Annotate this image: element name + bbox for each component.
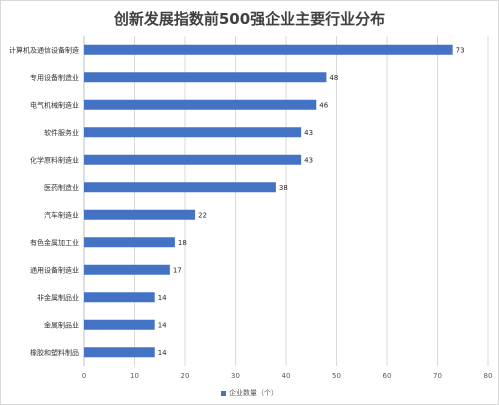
x-tick-label: 0	[82, 372, 86, 380]
data-label: 18	[178, 239, 187, 247]
bar	[84, 319, 155, 330]
data-label: 38	[279, 184, 288, 192]
bar	[84, 347, 155, 358]
bar	[84, 44, 453, 55]
bar	[84, 154, 302, 165]
category-label: 橡胶和塑料制品	[30, 348, 79, 357]
category-label: 电气机械制造业	[30, 100, 79, 109]
x-tick-label: 60	[383, 372, 392, 380]
data-label: 14	[158, 321, 167, 329]
legend-label: 企业数量（个）	[229, 389, 278, 397]
category-label: 专用设备制造业	[30, 73, 79, 82]
legend: 企业数量（个）	[0, 388, 499, 398]
category-label: 化学原料制造业	[30, 155, 79, 164]
category-label: 有色金属加工业	[30, 238, 79, 247]
bar	[84, 292, 155, 303]
bar	[84, 209, 196, 220]
data-label: 22	[198, 211, 207, 219]
x-tick-label: 20	[181, 372, 190, 380]
data-label: 17	[173, 266, 182, 274]
data-label: 48	[329, 74, 338, 82]
x-tick-label: 80	[484, 372, 493, 380]
category-label: 非金属制品业	[37, 293, 79, 302]
x-tick-label: 40	[282, 372, 291, 380]
data-label: 73	[456, 46, 465, 54]
category-label: 通用设备制造业	[30, 265, 79, 274]
x-tick-label: 10	[130, 372, 139, 380]
bar	[84, 72, 327, 83]
bar	[84, 182, 276, 193]
bar	[84, 237, 175, 248]
category-label: 金属制品业	[44, 320, 79, 329]
bar	[84, 99, 317, 110]
data-label: 14	[158, 294, 167, 302]
legend-swatch	[221, 390, 226, 396]
category-label: 医药制造业	[44, 183, 79, 192]
chart-title: 创新发展指数前500强企业主要行业分布	[113, 10, 386, 28]
bar	[84, 264, 170, 275]
x-tick-label: 70	[433, 372, 442, 380]
data-label: 14	[158, 349, 167, 357]
data-label: 43	[304, 129, 313, 137]
category-label: 计算机及通信设备制造	[9, 45, 79, 54]
data-label: 46	[319, 101, 328, 109]
data-label: 43	[304, 156, 313, 164]
x-tick-label: 50	[332, 372, 341, 380]
bar	[84, 127, 302, 138]
x-tick-label: 30	[231, 372, 240, 380]
category-label: 软件服务业	[44, 128, 79, 137]
category-label: 汽车制造业	[44, 210, 79, 219]
